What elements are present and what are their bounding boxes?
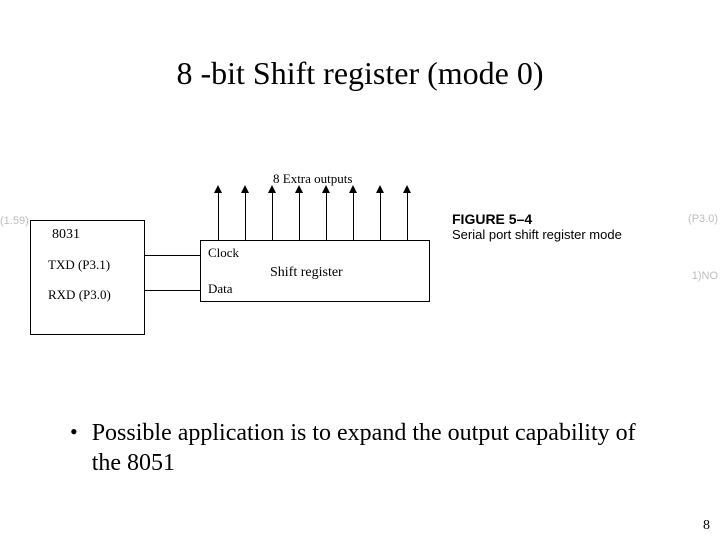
page-number: 8 bbox=[703, 518, 710, 534]
output-arrow-line bbox=[407, 187, 408, 240]
output-arrow-line bbox=[218, 187, 219, 240]
pin-data-label: Data bbox=[208, 281, 233, 297]
faint-text: (1.59) bbox=[0, 215, 29, 227]
faint-text: 1)NO bbox=[692, 270, 718, 282]
shiftreg-label: Shift register bbox=[270, 265, 343, 281]
slide-root: 8 -bit Shift register (mode 0) (1.59) (P… bbox=[0, 0, 720, 540]
mcu-label: 8031 bbox=[52, 227, 80, 243]
pin-clock-label: Clock bbox=[208, 245, 239, 261]
output-arrow-line bbox=[353, 187, 354, 240]
bullet-text: Possible application is to expand the ou… bbox=[92, 418, 670, 478]
output-arrow-head bbox=[403, 185, 411, 193]
figure-label: FIGURE 5–4 Serial port shift register mo… bbox=[452, 211, 622, 242]
faint-text: (P3.0) bbox=[688, 213, 718, 225]
output-arrow-head bbox=[376, 185, 384, 193]
mcu-box bbox=[30, 220, 145, 335]
slide-title: 8 -bit Shift register (mode 0) bbox=[0, 55, 720, 92]
diagram: (1.59) (P3.0) 1)NO 8031 TXD (P3.1) RXD (… bbox=[0, 165, 720, 355]
pin-rxd-label: RXD (P3.0) bbox=[48, 287, 111, 303]
output-arrow-line bbox=[245, 187, 246, 240]
bullet-item: • Possible application is to expand the … bbox=[70, 418, 670, 478]
output-arrow-head bbox=[214, 185, 222, 193]
pin-txd-label: TXD (P3.1) bbox=[48, 257, 110, 273]
output-arrow-head bbox=[241, 185, 249, 193]
output-arrow-line bbox=[326, 187, 327, 240]
output-arrow-line bbox=[299, 187, 300, 240]
wire-rxd-data bbox=[145, 290, 200, 291]
output-arrow-line bbox=[272, 187, 273, 240]
bullet-marker: • bbox=[70, 418, 78, 446]
output-arrow-line bbox=[380, 187, 381, 240]
outputs-label: 8 Extra outputs bbox=[273, 171, 352, 187]
wire-txd-clock bbox=[145, 255, 200, 256]
figure-caption: Serial port shift register mode bbox=[452, 227, 622, 242]
figure-number: FIGURE 5–4 bbox=[452, 211, 622, 227]
